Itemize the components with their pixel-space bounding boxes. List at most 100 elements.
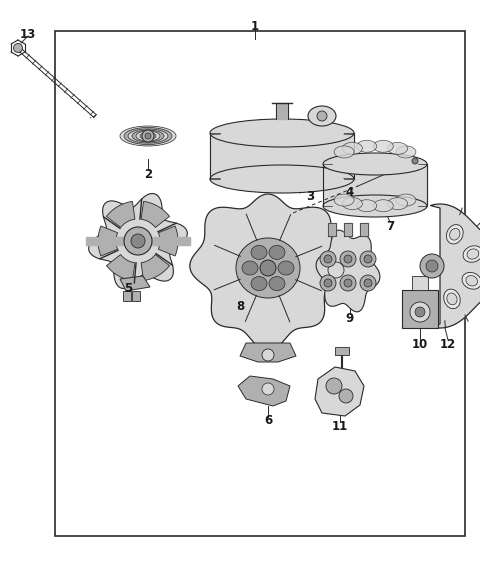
Polygon shape: [107, 201, 135, 228]
Polygon shape: [430, 204, 480, 328]
Polygon shape: [190, 194, 346, 350]
Polygon shape: [158, 226, 178, 256]
Circle shape: [324, 279, 332, 287]
Ellipse shape: [396, 146, 416, 158]
Circle shape: [344, 279, 352, 287]
Bar: [123, 291, 131, 301]
Text: 5: 5: [124, 281, 132, 294]
Ellipse shape: [373, 140, 393, 152]
Ellipse shape: [447, 293, 457, 305]
Polygon shape: [240, 343, 296, 362]
Circle shape: [360, 275, 376, 291]
Ellipse shape: [342, 198, 362, 209]
Ellipse shape: [278, 261, 294, 275]
Circle shape: [410, 302, 430, 322]
Ellipse shape: [342, 142, 362, 155]
Circle shape: [145, 133, 151, 139]
Text: 2: 2: [144, 168, 152, 181]
Ellipse shape: [136, 131, 160, 141]
Circle shape: [262, 383, 274, 395]
Text: 3: 3: [306, 190, 314, 203]
Polygon shape: [141, 255, 169, 281]
Text: 9: 9: [346, 311, 354, 324]
Bar: [55, 31, 465, 536]
Circle shape: [344, 255, 352, 263]
Text: 8: 8: [236, 299, 244, 312]
Circle shape: [131, 234, 145, 248]
Circle shape: [339, 389, 353, 403]
Ellipse shape: [236, 238, 300, 298]
Polygon shape: [315, 367, 364, 416]
Polygon shape: [120, 276, 150, 291]
Ellipse shape: [323, 153, 427, 175]
Ellipse shape: [323, 195, 427, 217]
Ellipse shape: [242, 261, 258, 275]
Text: 1: 1: [251, 19, 259, 32]
Ellipse shape: [120, 126, 176, 146]
Ellipse shape: [446, 225, 463, 244]
Text: 6: 6: [264, 414, 272, 427]
Circle shape: [340, 275, 356, 291]
Ellipse shape: [466, 276, 478, 286]
Ellipse shape: [251, 246, 267, 259]
Text: 13: 13: [20, 28, 36, 41]
Circle shape: [262, 349, 274, 361]
Ellipse shape: [132, 130, 164, 142]
Circle shape: [364, 255, 372, 263]
Text: 11: 11: [332, 419, 348, 432]
Ellipse shape: [334, 194, 354, 206]
Circle shape: [13, 44, 23, 53]
Circle shape: [426, 260, 438, 272]
Circle shape: [412, 158, 418, 164]
Ellipse shape: [124, 127, 172, 144]
Bar: [335, 347, 349, 355]
Ellipse shape: [308, 106, 336, 126]
Ellipse shape: [140, 132, 156, 139]
Circle shape: [324, 255, 332, 263]
Polygon shape: [98, 226, 118, 256]
Polygon shape: [316, 230, 380, 312]
Ellipse shape: [210, 119, 354, 147]
Circle shape: [415, 307, 425, 317]
Circle shape: [320, 251, 336, 267]
Circle shape: [326, 378, 342, 394]
Ellipse shape: [396, 194, 416, 206]
Text: 10: 10: [412, 337, 428, 350]
Polygon shape: [141, 201, 169, 228]
Ellipse shape: [463, 246, 480, 262]
Polygon shape: [238, 376, 290, 406]
Ellipse shape: [444, 289, 460, 308]
Bar: [402, 290, 438, 328]
Bar: [326, 253, 348, 283]
Ellipse shape: [388, 142, 408, 155]
Circle shape: [360, 251, 376, 267]
Ellipse shape: [450, 229, 460, 240]
Polygon shape: [89, 194, 187, 289]
Text: 7: 7: [386, 220, 394, 233]
Ellipse shape: [210, 165, 354, 193]
Ellipse shape: [373, 200, 393, 212]
Circle shape: [142, 130, 154, 142]
Ellipse shape: [462, 272, 480, 289]
Circle shape: [364, 279, 372, 287]
Ellipse shape: [251, 277, 267, 290]
Ellipse shape: [269, 246, 285, 259]
Circle shape: [340, 251, 356, 267]
Text: 4: 4: [346, 187, 354, 199]
Ellipse shape: [388, 198, 408, 209]
Circle shape: [320, 275, 336, 291]
Bar: [132, 291, 140, 301]
Polygon shape: [107, 255, 135, 281]
Ellipse shape: [357, 140, 377, 152]
Circle shape: [124, 227, 152, 255]
Text: 12: 12: [440, 337, 456, 350]
Ellipse shape: [334, 146, 354, 158]
Circle shape: [328, 262, 344, 278]
Ellipse shape: [128, 129, 168, 143]
Ellipse shape: [357, 200, 377, 212]
Bar: [412, 276, 428, 290]
Ellipse shape: [467, 249, 479, 259]
Circle shape: [317, 111, 327, 121]
Circle shape: [260, 260, 276, 276]
Circle shape: [420, 254, 444, 278]
